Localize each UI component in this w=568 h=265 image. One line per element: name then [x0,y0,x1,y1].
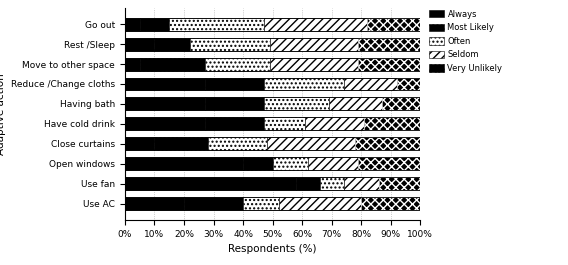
Bar [204,77,264,90]
Bar [125,197,420,210]
Bar [364,117,420,130]
Bar [358,157,420,170]
Bar [379,177,420,190]
Bar [125,58,140,70]
Bar [267,138,356,151]
Bar [329,98,382,111]
Bar [190,38,270,51]
Bar [125,38,420,51]
Bar [125,77,204,90]
Bar [125,197,184,210]
Bar [125,157,243,170]
Bar [320,177,344,190]
Bar [264,77,344,90]
Bar [208,138,267,151]
Bar [140,58,204,70]
Bar [358,38,420,51]
Bar [396,77,420,90]
Legend: Always, Most Likely, Often, Seldom, Very Unlikely: Always, Most Likely, Often, Seldom, Very… [428,8,504,74]
Bar [125,157,420,170]
Bar [367,17,420,30]
Bar [243,197,278,210]
Bar [125,77,420,90]
X-axis label: Respondents (%): Respondents (%) [228,244,317,254]
Bar [125,98,204,111]
Bar [125,98,420,111]
Bar [264,17,367,30]
Bar [264,98,329,111]
Bar [125,17,420,30]
Bar [204,117,264,130]
Bar [125,117,204,130]
Bar [308,157,358,170]
Bar [382,98,420,111]
Bar [169,17,264,30]
Bar [270,38,358,51]
Bar [125,138,420,151]
Bar [358,58,420,70]
Bar [204,98,264,111]
Bar [278,197,361,210]
Bar [204,58,270,70]
Bar [356,138,420,151]
Bar [273,157,308,170]
Bar [154,138,208,151]
Bar [296,177,320,190]
Bar [125,177,420,190]
Bar [125,17,140,30]
Bar [305,117,364,130]
Bar [344,177,379,190]
Bar [361,197,420,210]
Bar [125,38,154,51]
Bar [125,58,420,70]
Bar [344,77,396,90]
Bar [270,58,358,70]
Bar [184,197,243,210]
Bar [125,177,296,190]
Y-axis label: Adaptive action: Adaptive action [0,73,6,155]
Bar [125,138,154,151]
Bar [140,17,169,30]
Bar [243,157,273,170]
Bar [154,38,190,51]
Bar [264,117,305,130]
Bar [125,117,420,130]
